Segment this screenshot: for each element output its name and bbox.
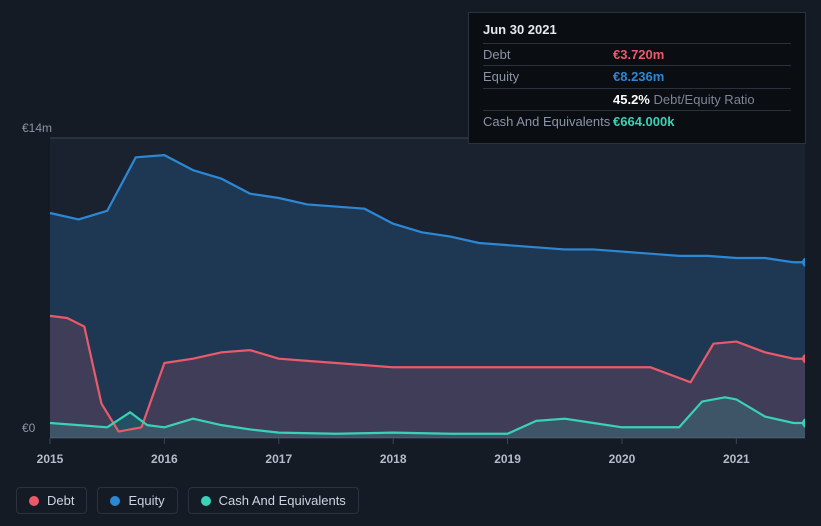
x-axis-tick: 2021 bbox=[723, 452, 750, 466]
tooltip-row: Cash And Equivalents€664.000k bbox=[483, 110, 791, 133]
legend-item[interactable]: Cash And Equivalents bbox=[188, 487, 359, 514]
tooltip-row-label: Equity bbox=[483, 68, 613, 86]
debt-equity-chart: €14m€0 2015201620172018201920202021 bbox=[16, 120, 805, 460]
legend-item[interactable]: Debt bbox=[16, 487, 87, 514]
chart-legend: Debt Equity Cash And Equivalents bbox=[16, 487, 359, 514]
x-axis-tick: 2020 bbox=[609, 452, 636, 466]
legend-label: Debt bbox=[47, 493, 74, 508]
legend-item[interactable]: Equity bbox=[97, 487, 177, 514]
chart-svg bbox=[16, 120, 805, 480]
x-axis-tick: 2019 bbox=[494, 452, 521, 466]
legend-label: Cash And Equivalents bbox=[219, 493, 346, 508]
tooltip-row: 45.2% Debt/Equity Ratio bbox=[483, 88, 791, 111]
legend-swatch bbox=[29, 496, 39, 506]
x-axis-tick: 2015 bbox=[37, 452, 64, 466]
x-axis-tick: 2016 bbox=[151, 452, 178, 466]
tooltip-date: Jun 30 2021 bbox=[483, 21, 791, 43]
chart-tooltip: Jun 30 2021 Debt€3.720mEquity€8.236m45.2… bbox=[468, 12, 806, 144]
tooltip-row-label: Debt bbox=[483, 46, 613, 64]
tooltip-row-value: €3.720m bbox=[613, 46, 664, 64]
tooltip-row-label: Cash And Equivalents bbox=[483, 113, 613, 131]
tooltip-row: Equity€8.236m bbox=[483, 65, 791, 88]
tooltip-row-label bbox=[483, 91, 613, 109]
x-axis-tick: 2017 bbox=[265, 452, 292, 466]
tooltip-row: Debt€3.720m bbox=[483, 43, 791, 66]
tooltip-row-value: 45.2% Debt/Equity Ratio bbox=[613, 91, 755, 109]
legend-label: Equity bbox=[128, 493, 164, 508]
tooltip-row-value: €8.236m bbox=[613, 68, 664, 86]
legend-swatch bbox=[201, 496, 211, 506]
y-axis-tick: €14m bbox=[22, 121, 52, 135]
y-axis-tick: €0 bbox=[22, 421, 35, 435]
legend-swatch bbox=[110, 496, 120, 506]
x-axis-tick: 2018 bbox=[380, 452, 407, 466]
tooltip-row-value: €664.000k bbox=[613, 113, 674, 131]
